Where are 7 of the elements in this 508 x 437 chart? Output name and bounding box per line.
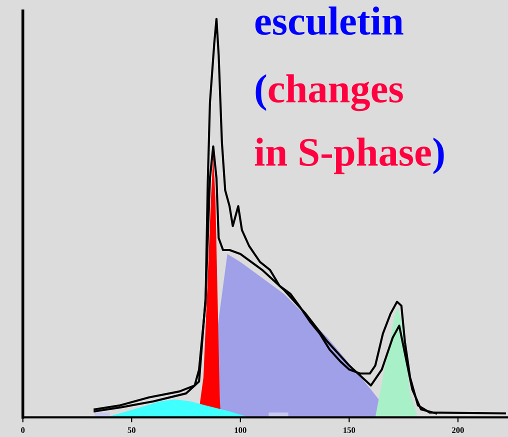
x-tick-label: 100 xyxy=(234,427,246,433)
annotation: (changes in S-phase) xyxy=(254,74,444,174)
annotation: esculetin xyxy=(255,6,404,35)
x-tick-label: 150 xyxy=(344,427,356,433)
x-tick-label: 50 xyxy=(128,427,136,433)
x-tick-label: 200 xyxy=(452,427,464,433)
x-tick-label: 0 xyxy=(21,427,25,433)
